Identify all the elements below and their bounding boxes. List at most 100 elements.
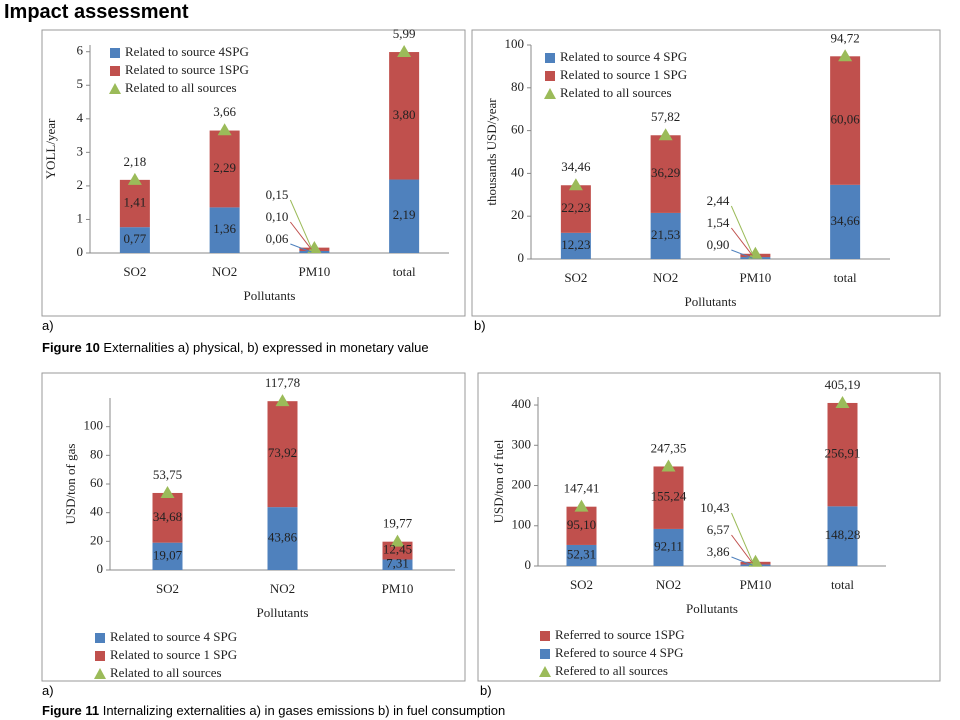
caption: a)	[42, 683, 54, 698]
y-tick-label: 3	[77, 143, 84, 158]
bar-segment	[830, 184, 861, 259]
legend-label: Related to source 4 SPG	[110, 629, 237, 644]
bar-segment	[653, 528, 684, 566]
value-label: 0,90	[707, 237, 730, 252]
y-tick-label: 300	[512, 436, 532, 451]
bar-segment	[152, 542, 183, 570]
marker	[217, 123, 232, 136]
x-tick-label: SO2	[123, 264, 146, 279]
bar-segment	[389, 52, 420, 180]
value-label: 405,19	[825, 377, 861, 392]
figure-text: Internalizing externalities a) in gases …	[102, 703, 506, 718]
marker	[307, 240, 322, 253]
bar-segment	[830, 56, 861, 185]
marker	[748, 554, 763, 567]
marker	[275, 394, 290, 407]
legend-swatch	[545, 53, 555, 63]
figure-text: Externalities a) physical, b) expressed …	[103, 340, 429, 355]
y-tick-label: 4	[77, 110, 84, 125]
value-label: 34,68	[153, 509, 182, 524]
legend-swatch	[95, 633, 105, 643]
value-label: 36,29	[651, 165, 680, 180]
bar-segment	[382, 541, 413, 560]
value-label: 2,44	[707, 193, 730, 208]
bar-segment	[389, 179, 420, 253]
legend-label: Related to source 4SPG	[125, 44, 249, 59]
x-tick-label: PM10	[298, 264, 330, 279]
value-label: 60,06	[831, 112, 861, 127]
value-label: 12,45	[383, 542, 412, 557]
leader-line	[289, 221, 312, 250]
x-tick-label: total	[834, 270, 857, 285]
legend-swatch	[540, 649, 550, 659]
figure-label: Figure 11	[42, 703, 100, 718]
marker	[127, 172, 142, 185]
x-tick-label: PM10	[382, 581, 414, 596]
value-label: 155,24	[651, 489, 687, 504]
marker	[397, 45, 412, 58]
caption: b)	[474, 318, 486, 333]
y-tick-label: 400	[512, 396, 532, 411]
y-tick-label: 2	[77, 177, 84, 192]
value-label: 148,28	[825, 527, 861, 542]
legend-swatch	[540, 631, 550, 641]
legend-swatch	[544, 88, 556, 99]
legend-swatch	[545, 71, 555, 81]
panel-frame	[41, 29, 466, 317]
y-tick-label: 60	[511, 122, 524, 137]
y-tick-label: 80	[511, 79, 524, 94]
legend-label: Related to all sources	[560, 85, 672, 100]
x-axis-label: Pollutants	[256, 605, 308, 620]
x-axis-label: Pollutants	[684, 294, 736, 309]
value-label: 53,75	[153, 467, 182, 482]
x-tick-label: total	[831, 577, 854, 592]
x-tick-label: PM10	[740, 577, 772, 592]
value-label: 34,46	[561, 159, 591, 174]
marker	[748, 246, 763, 259]
y-tick-label: 0	[97, 561, 104, 576]
bar-segment	[650, 135, 681, 213]
y-tick-label: 100	[84, 418, 104, 433]
value-label: 34,66	[831, 213, 861, 228]
value-label: 52,31	[567, 546, 596, 561]
x-tick-label: SO2	[570, 577, 593, 592]
y-tick-label: 1	[77, 210, 84, 225]
x-tick-label: total	[393, 264, 416, 279]
value-label: 5,99	[393, 26, 416, 41]
legend-swatch	[95, 651, 105, 661]
legend-label: Referred to source 1SPG	[555, 627, 685, 642]
legend-label: Refered to all sources	[555, 663, 668, 678]
legend-swatch	[110, 66, 120, 76]
value-label: 57,82	[651, 109, 680, 124]
leader-line	[289, 199, 312, 249]
bar-segment	[267, 401, 298, 508]
legend-label: Related to all sources	[110, 665, 222, 680]
legend-label: Related to source 4 SPG	[560, 49, 687, 64]
y-tick-label: 200	[512, 477, 532, 492]
bar-segment	[267, 507, 298, 570]
legend-label: Refered to source 4 SPG	[555, 645, 684, 660]
value-label: 2,18	[124, 154, 147, 169]
y-tick-label: 80	[90, 446, 103, 461]
value-label: 247,35	[651, 440, 687, 455]
value-label: 3,80	[393, 107, 416, 122]
y-axis-label: USD/ton of gas	[63, 444, 78, 525]
panel-frame	[471, 29, 941, 317]
value-label: 0,77	[124, 231, 147, 246]
y-tick-label: 0	[518, 250, 525, 265]
leader-line	[731, 512, 753, 563]
y-tick-label: 40	[511, 164, 524, 179]
bar-segment	[653, 466, 684, 529]
legend-label: Related to source 1 SPG	[110, 647, 237, 662]
leader-line	[730, 205, 753, 254]
leader-line	[731, 249, 753, 259]
bar-segment	[119, 227, 150, 253]
legend-swatch	[94, 668, 106, 679]
value-label: 117,78	[265, 375, 300, 390]
value-label: 2,19	[393, 207, 416, 222]
y-tick-label: 20	[90, 532, 103, 547]
marker	[574, 499, 589, 512]
panel-frame	[477, 372, 941, 682]
